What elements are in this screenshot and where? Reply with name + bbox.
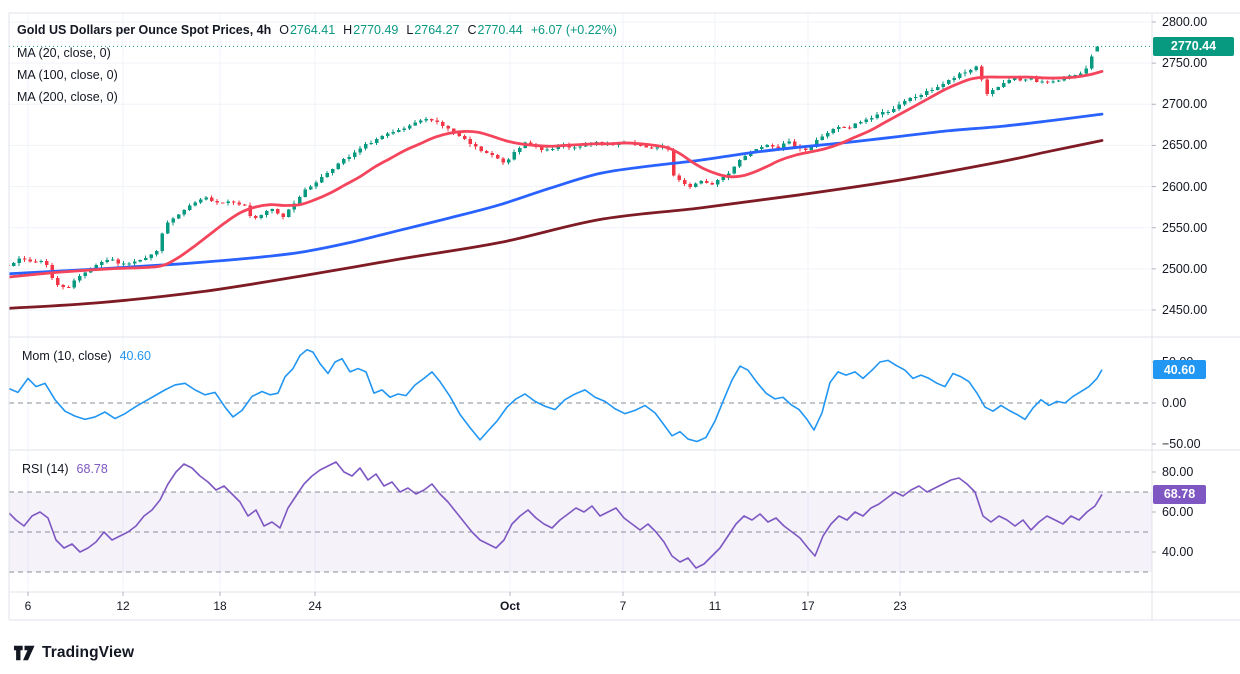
rsi-legend[interactable]: RSI (14) 68.78 (22, 462, 108, 476)
ohlc-low-value: 2764.27 (414, 23, 460, 37)
ohlc-close-label: C (467, 23, 477, 37)
price-tick-label: 2650.00 (1162, 138, 1208, 153)
momentum-tick-label: −50.00 (1162, 437, 1201, 451)
rsi-tick-label: 60.00 (1162, 505, 1194, 519)
time-axis-label: 24 (308, 599, 322, 613)
price-tick-label: 2600.00 (1162, 179, 1208, 194)
time-axis-label: 23 (893, 599, 907, 613)
ohlc-low: L 2764.27 (406, 23, 459, 37)
momentum-legend-label: Mom (10, close) (22, 349, 112, 363)
ma200-legend[interactable]: MA (200, close, 0) (17, 90, 118, 104)
price-tick-label: 2700.00 (1162, 97, 1208, 112)
ohlc-high-value: 2770.49 (353, 23, 399, 37)
momentum-legend[interactable]: Mom (10, close) 40.60 (22, 349, 151, 363)
time-axis-label: Oct (499, 599, 521, 613)
price-tick-label: 2450.00 (1162, 303, 1208, 317)
time-axis-label: 18 (213, 599, 227, 613)
rsi-tick-label: 80.00 (1162, 465, 1194, 479)
symbol-title: Gold US Dollars per Ounce Spot Prices, 4… (17, 23, 272, 37)
tradingview-attribution[interactable]: TradingView (14, 643, 134, 663)
tradingview-logo-icon (14, 645, 35, 661)
price-tick-label: 2500.00 (1162, 261, 1208, 276)
time-axis-label: 11 (708, 599, 722, 613)
ohlc-open-label: O (279, 23, 289, 37)
time-axis-label: 17 (801, 599, 815, 613)
ohlc-high: H 2770.49 (343, 23, 398, 37)
ohlc-open: O 2764.41 (279, 23, 335, 37)
time-axis-label: 7 (619, 599, 627, 613)
momentum-legend-value: 40.60 (119, 349, 151, 363)
price-tick-label: 2550.00 (1162, 220, 1208, 235)
ohlc-close-value: 2770.44 (477, 23, 523, 37)
ohlc-low-label: L (406, 23, 414, 37)
ma20-legend[interactable]: MA (20, close, 0) (17, 46, 111, 60)
last-price-badge: 2770.44 (1153, 36, 1234, 56)
tradingview-brand-text: TradingView (42, 644, 135, 661)
ohlc-change: +6.07 (+0.22%) (530, 23, 617, 37)
momentum-tick-label: 0.00 (1162, 396, 1187, 410)
time-axis-label: 12 (116, 599, 130, 613)
rsi-value-badge: 68.78 (1153, 484, 1206, 504)
rsi-tick-label: 40.00 (1162, 545, 1194, 559)
ma100-legend[interactable]: MA (100, close, 0) (17, 68, 118, 82)
price-tick-label: 2750.00 (1162, 56, 1208, 71)
time-axis-label: 6 (24, 599, 32, 613)
chart-legend: Gold US Dollars per Ounce Spot Prices, 4… (17, 23, 617, 37)
ohlc-high-label: H (343, 23, 353, 37)
ohlc-close: C 2770.44 (468, 23, 523, 37)
rsi-legend-value: 68.78 (76, 462, 108, 476)
price-tick-label: 2800.00 (1162, 15, 1208, 29)
rsi-legend-label: RSI (14) (22, 462, 69, 476)
momentum-value-badge: 40.60 (1153, 360, 1206, 380)
ohlc-open-value: 2764.41 (289, 23, 336, 37)
